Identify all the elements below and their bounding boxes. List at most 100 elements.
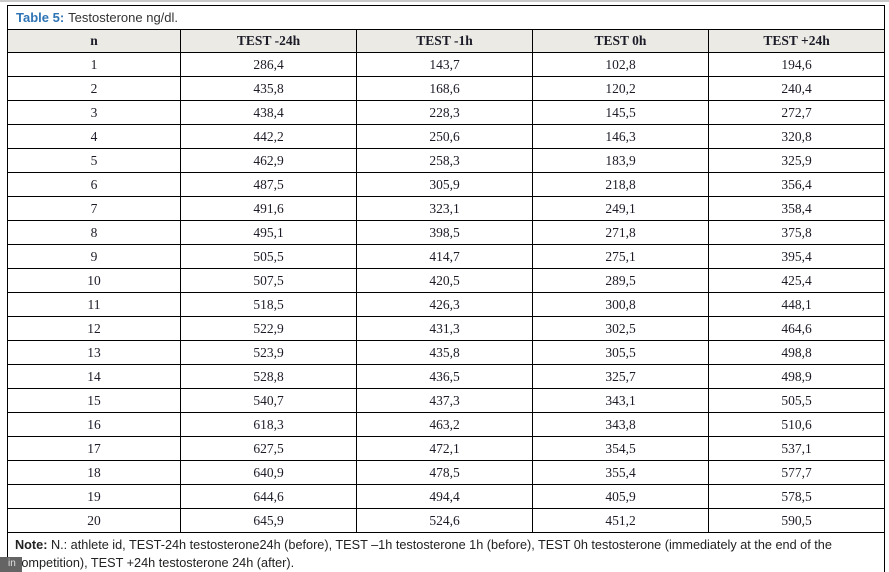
table-cell: 540,7 [180,388,357,413]
table-cell: 300,8 [532,292,709,317]
table-cell: 325,7 [532,364,709,389]
table-row: 7 491,6 323,1 249,1 358,4 [7,196,886,221]
table-cell: 448,1 [707,292,886,317]
table-cell: 494,4 [356,484,533,509]
table-cell: 505,5 [180,244,357,269]
table-row: 20 645,9 524,6 451,2 590,5 [7,508,886,533]
overlay-badge: in [0,557,22,572]
table-cell: 250,6 [356,124,533,149]
table-row: 17 627,5 472,1 354,5 537,1 [7,436,886,461]
table-cell: 302,5 [532,316,709,341]
table-cell: 272,7 [707,100,886,125]
table-cell: 320,8 [707,124,886,149]
table-row: 12 522,9 431,3 302,5 464,6 [7,316,886,341]
table-cell: 343,8 [532,412,709,437]
table-cell: 398,5 [356,220,533,245]
table-row: 5 462,9 258,3 183,9 325,9 [7,148,886,173]
table-cell: 286,4 [180,52,357,77]
table-cell: 590,5 [707,508,886,533]
table-cell: 524,6 [356,508,533,533]
table-cell: 240,4 [707,76,886,101]
table-cell: 343,1 [532,388,709,413]
table-cell: 323,1 [356,196,533,221]
overlay-badge-label: in [8,558,16,569]
table-row: 19 644,6 494,4 405,9 578,5 [7,484,886,509]
table-cell: 523,9 [180,340,357,365]
table-row: 15 540,7 437,3 343,1 505,5 [7,388,886,413]
table-title-text: Testosterone ng/dl. [68,10,179,25]
table-cell: 20 [7,508,181,533]
table-cell: 435,8 [356,340,533,365]
table-cell: 426,3 [356,292,533,317]
table-cell: 375,8 [707,220,886,245]
table-cell: 305,5 [532,340,709,365]
table-cell: 271,8 [532,220,709,245]
table-cell: 13 [7,340,181,365]
table-cell: 414,7 [356,244,533,269]
table-row: 6 487,5 305,9 218,8 356,4 [7,172,886,197]
table-cell: 14 [7,364,181,389]
table-cell: 472,1 [356,436,533,461]
table-row: 4 442,2 250,6 146,3 320,8 [7,124,886,149]
table-row: 13 523,9 435,8 305,5 498,8 [7,340,886,365]
table-cell: 16 [7,412,181,437]
table-foot: Note: N.: athlete id, TEST-24h testoster… [6,531,886,572]
table-cell: 436,5 [356,364,533,389]
table-cell: 102,8 [532,52,709,77]
table-cell: 438,4 [180,100,357,125]
table-cell: 442,2 [180,124,357,149]
table-cell: 249,1 [532,196,709,221]
table-cell: 3 [7,100,181,125]
table-cell: 487,5 [180,172,357,197]
table-cell: 356,4 [707,172,886,197]
table-cell: 505,5 [707,388,886,413]
column-header-n: n [7,29,181,53]
table-cell: 618,3 [180,412,357,437]
table-cell: 354,5 [532,436,709,461]
table-row: 10 507,5 420,5 289,5 425,4 [7,268,886,293]
table-cell: 518,5 [180,292,357,317]
table-cell: 228,3 [356,100,533,125]
table-cell: 578,5 [707,484,886,509]
table-row: 14 528,8 436,5 325,7 498,9 [7,364,886,389]
table-cell: 528,8 [180,364,357,389]
column-header-test-plus-24h: TEST +24h [707,29,886,53]
table-cell: 491,6 [180,196,357,221]
table-cell: 435,8 [180,76,357,101]
table-cell: 510,6 [707,412,886,437]
table-cell: 4 [7,124,181,149]
table-cell: 11 [7,292,181,317]
column-header-test-minus-1h: TEST -1h [356,29,533,53]
table-cell: 507,5 [180,268,357,293]
table-cell: 451,2 [532,508,709,533]
table-cell: 627,5 [180,436,357,461]
table-cell: 1 [7,52,181,77]
table-note-row: Note: N.: athlete id, TEST-24h testoster… [6,531,886,572]
table-cell: 9 [7,244,181,269]
table-cell: 478,5 [356,460,533,485]
testosterone-table: Table 5: Testosterone ng/dl. n TEST -24h TE… [6,5,886,572]
table-cell: 640,9 [180,460,357,485]
table-cell: 325,9 [707,148,886,173]
table-cell: 5 [7,148,181,173]
table-cell: 395,4 [707,244,886,269]
table-cell: 7 [7,196,181,221]
table-cell: 464,6 [707,316,886,341]
table-cell: 537,1 [707,436,886,461]
table-cell: 145,5 [532,100,709,125]
table-cell: 431,3 [356,316,533,341]
table-cell: 168,6 [356,76,533,101]
table-row: 16 618,3 463,2 343,8 510,6 [7,412,886,437]
table-cell: 8 [7,220,181,245]
table-cell: 462,9 [180,148,357,173]
table-body: 1 286,4 143,7 102,8 194,6 2 435,8 168,6 120,2 240… [7,52,886,533]
table-cell: 146,3 [532,124,709,149]
table-cell: 289,5 [532,268,709,293]
table-cell: 18 [7,460,181,485]
table-cell: 143,7 [356,52,533,77]
window-top-border [0,0,889,2]
table-row: 2 435,8 168,6 120,2 240,4 [7,76,886,101]
table-row: 18 640,9 478,5 355,4 577,7 [7,460,886,485]
table-note: Note: N.: athlete id, TEST-24h testoster… [6,531,886,572]
table-cell: 358,4 [707,196,886,221]
